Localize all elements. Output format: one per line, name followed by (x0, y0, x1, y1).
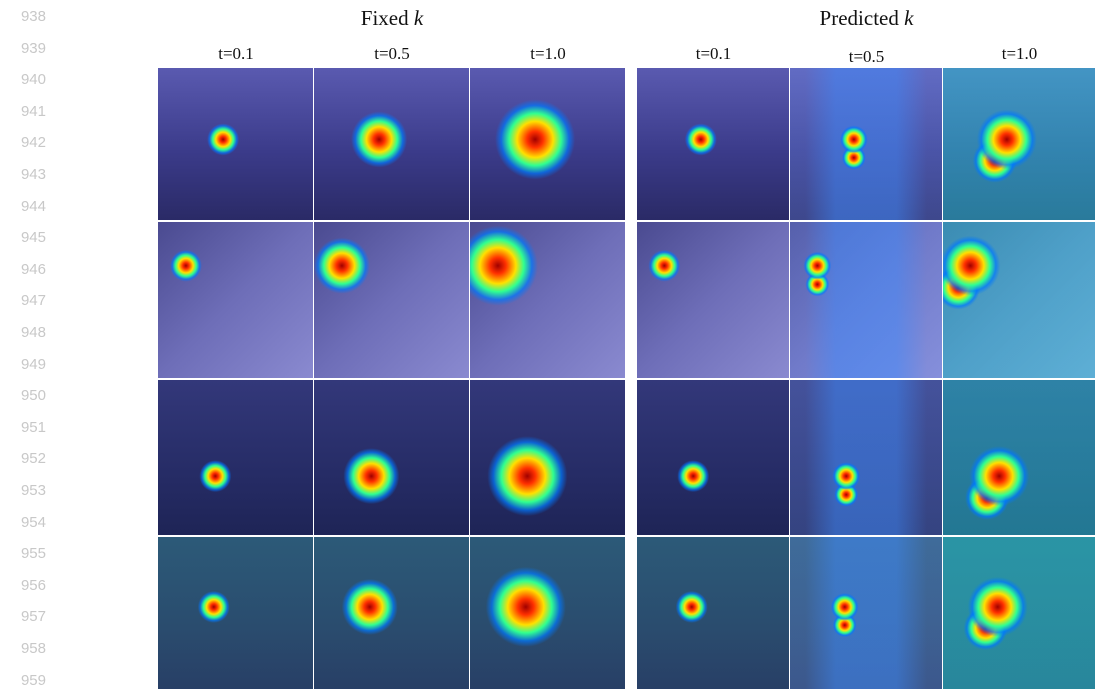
line-number: 943 (6, 166, 46, 183)
heatmap-panel (470, 537, 625, 689)
group-title-text: Fixed (361, 6, 409, 30)
heatmap-panel (314, 222, 469, 378)
line-number: 950 (6, 387, 46, 404)
column-label: t=0.1 (696, 44, 732, 64)
heatmap-panel (158, 537, 313, 689)
heatmap-panel (637, 537, 789, 689)
line-number: 956 (6, 577, 46, 594)
line-number: 951 (6, 419, 46, 436)
heatmap-panel (314, 537, 469, 689)
column-label: t=0.1 (218, 44, 254, 64)
line-number: 939 (6, 40, 46, 57)
page: 938 939 940 941 942 943 944 945 946 947 948 949 950 9… (0, 0, 1095, 689)
line-number: 948 (6, 324, 46, 341)
line-number: 952 (6, 450, 46, 467)
heatmap-panel (470, 222, 625, 378)
heatmap-panel (314, 380, 469, 535)
line-number: 942 (6, 134, 46, 151)
column-label: t=0.5 (849, 47, 885, 67)
column-label: t=1.0 (1002, 44, 1038, 64)
line-number: 954 (6, 514, 46, 531)
heatmap-panel (943, 68, 1095, 220)
group-title: Fixed k (361, 6, 423, 31)
heatmap-panel (943, 537, 1095, 689)
column-label: t=0.5 (374, 44, 410, 64)
group-title: Predicted k (820, 6, 914, 31)
line-number: 947 (6, 292, 46, 309)
heatmap-panel (943, 222, 1095, 378)
heatmap-panel (158, 68, 313, 220)
heatmap-panel (637, 68, 789, 220)
group-title-text: Predicted (820, 6, 899, 30)
line-number: 955 (6, 545, 46, 562)
line-number: 946 (6, 261, 46, 278)
group-title-variable: k (414, 6, 423, 30)
heatmap-panel (637, 380, 789, 535)
heatmap-panel (470, 380, 625, 535)
heatmap-panel (158, 380, 313, 535)
heatmap-panel (470, 68, 625, 220)
line-number: 953 (6, 482, 46, 499)
line-number: 958 (6, 640, 46, 657)
line-number: 941 (6, 103, 46, 120)
column-label: t=1.0 (530, 44, 566, 64)
heatmap-panel (790, 68, 942, 220)
line-number: 940 (6, 71, 46, 88)
line-number: 949 (6, 356, 46, 373)
heatmap-panel (158, 222, 313, 378)
line-number: 959 (6, 672, 46, 689)
line-number: 938 (6, 8, 46, 25)
heatmap-panel (314, 68, 469, 220)
group-title-variable: k (904, 6, 913, 30)
heatmap-panel (943, 380, 1095, 535)
line-number: 944 (6, 198, 46, 215)
heatmap-panel (790, 537, 942, 689)
heatmap-panel (790, 380, 942, 535)
line-number: 957 (6, 608, 46, 625)
line-number: 945 (6, 229, 46, 246)
heatmap-panel (637, 222, 789, 378)
heatmap-panel (790, 222, 942, 378)
